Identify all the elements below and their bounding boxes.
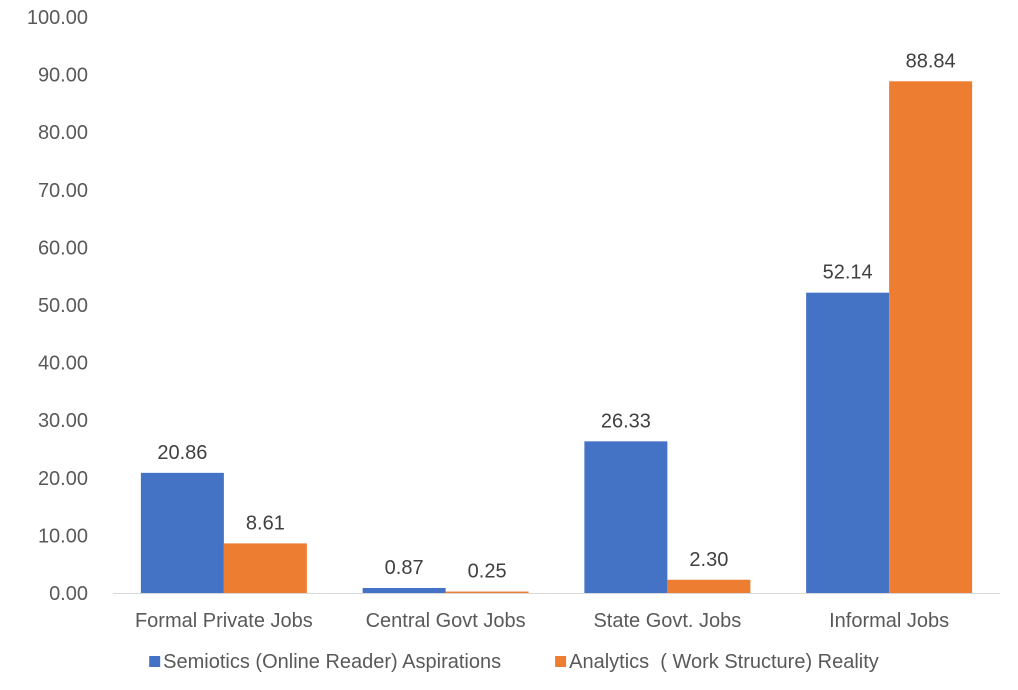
data-label: 8.61: [246, 512, 285, 534]
bar-series-2-formal-private-jobs: [223, 543, 307, 593]
bar-series-1-state-govt-jobs: [584, 441, 668, 593]
legend: Semiotics (Online Reader) Aspirations Ana…: [149, 651, 879, 673]
bar-series-1-formal-private-jobs: [140, 472, 224, 593]
y-tick-label: 90.00: [38, 65, 88, 87]
y-tick-label: 20.00: [38, 468, 88, 490]
y-tick-label: 10.00: [38, 525, 88, 547]
legend-swatch: [555, 656, 567, 667]
bar-series-1-informal-jobs: [806, 292, 890, 593]
bar-series-2-state-govt-jobs: [667, 579, 751, 593]
bar-series-2-informal-jobs: [889, 81, 973, 593]
y-tick-label: 60.00: [38, 237, 88, 259]
legend-item: Analytics ( Work Structure) Reality: [555, 651, 879, 673]
data-label: 20.86: [157, 442, 207, 464]
x-category-label: Central Govt Jobs: [366, 610, 526, 632]
legend-item: Semiotics (Online Reader) Aspirations: [149, 651, 501, 673]
x-category-label: Informal Jobs: [829, 610, 949, 632]
x-category-label: Formal Private Jobs: [135, 610, 313, 632]
data-label: 0.25: [468, 561, 507, 583]
legend-label: Semiotics (Online Reader) Aspirations: [163, 651, 501, 673]
data-label: 52.14: [823, 262, 873, 284]
y-tick-label: 50.00: [38, 295, 88, 317]
y-tick-label: 0.00: [49, 583, 88, 605]
data-label: 26.33: [601, 410, 651, 432]
data-label: 2.30: [689, 549, 728, 571]
legend-label: Analytics ( Work Structure) Reality: [569, 651, 879, 673]
y-tick-label: 40.00: [38, 353, 88, 375]
y-tick-label: 70.00: [38, 180, 88, 202]
x-category-label: State Govt. Jobs: [593, 610, 741, 632]
y-tick-label: 80.00: [38, 122, 88, 144]
y-axis-ticks: 0.00 10.00 20.00 30.00 40.00 50.00 60.00 70.00 8…: [27, 7, 88, 605]
bar-series-1-central-govt-jobs: [362, 587, 446, 593]
data-label: 0.87: [385, 557, 424, 579]
bar-series-2-central-govt-jobs: [445, 591, 529, 593]
data-label: 88.84: [906, 50, 956, 72]
x-axis-categories: Formal Private Jobs Central Govt Jobs Stat…: [135, 610, 949, 632]
y-tick-label: 30.00: [38, 410, 88, 432]
bars: [140, 81, 973, 593]
legend-swatch: [149, 656, 161, 667]
y-tick-label: 100.00: [27, 7, 88, 29]
data-labels: 20.86 8.61 0.87 0.25 26.33 2.30 52.14 88.84: [157, 50, 955, 582]
